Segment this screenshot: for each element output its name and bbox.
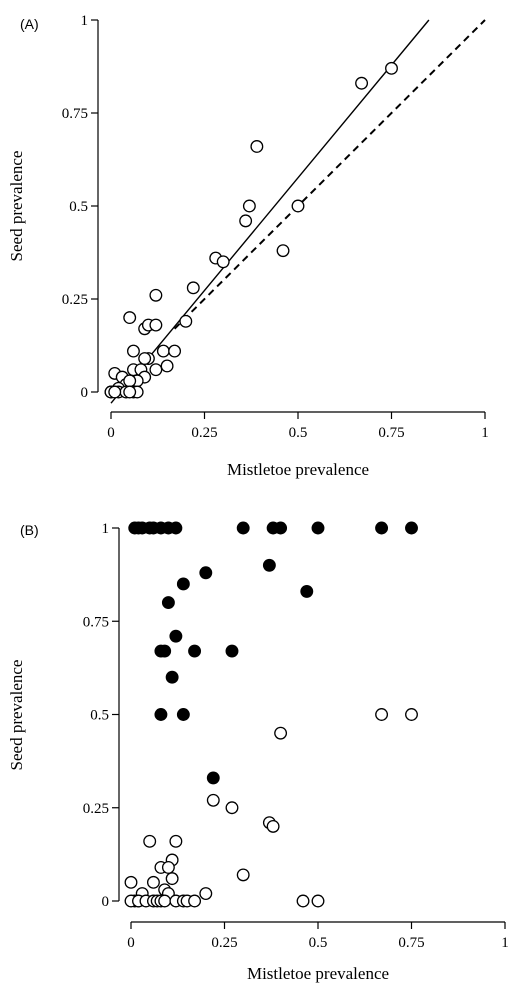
filled-data-point — [161, 596, 175, 610]
open-data-point — [108, 385, 122, 399]
open-data-point — [138, 352, 152, 365]
open-data-point — [225, 801, 239, 815]
open-data-point — [296, 894, 310, 908]
filled-data-point — [274, 521, 288, 535]
regression-line — [110, 19, 430, 404]
y-axis-title: Seed prevalence — [7, 151, 26, 262]
x-tick-label: 0.5 — [289, 425, 308, 441]
open-data-point — [375, 708, 389, 721]
open-data-point — [156, 344, 170, 358]
open-data-point — [123, 385, 137, 399]
filled-data-point — [300, 584, 314, 598]
y-tick-label: 0.75 — [62, 106, 88, 122]
open-data-point — [123, 374, 137, 388]
open-data-point — [146, 875, 160, 889]
filled-data-point — [188, 644, 202, 658]
open-data-point — [168, 344, 182, 358]
open-data-point — [165, 872, 179, 886]
x-axis-title: Mistletoe prevalence — [227, 460, 369, 479]
open-data-point — [311, 894, 325, 908]
open-data-point — [405, 708, 418, 721]
open-data-point — [161, 860, 175, 874]
x-tick-label: 0 — [127, 935, 135, 951]
filled-data-point — [169, 521, 183, 535]
open-data-point — [169, 834, 183, 848]
y-tick-label: 0.5 — [69, 199, 88, 215]
x-tick-label: 0.75 — [378, 425, 404, 441]
open-data-point — [239, 214, 253, 228]
open-data-point — [266, 819, 280, 833]
open-data-point — [199, 887, 213, 900]
y-tick-label: 0.5 — [90, 708, 109, 724]
y-tick-label: 1 — [81, 13, 89, 29]
open-data-point — [123, 311, 137, 325]
filled-data-point — [199, 566, 213, 580]
y-tick-label: 1 — [102, 521, 110, 537]
filled-data-point — [176, 577, 190, 591]
filled-data-point — [158, 644, 172, 658]
one-to-one-dashed-line — [173, 19, 486, 330]
open-data-point — [124, 875, 138, 889]
open-data-point — [236, 868, 250, 882]
filled-data-point — [154, 708, 168, 721]
filled-data-point — [176, 708, 190, 721]
open-data-point — [186, 281, 200, 295]
filled-data-point — [375, 521, 389, 535]
open-data-point — [276, 244, 290, 258]
filled-data-point — [405, 521, 418, 535]
panel-label: (B) — [20, 522, 39, 538]
filled-data-point — [225, 644, 239, 658]
open-data-point — [179, 314, 193, 328]
filled-data-point — [169, 629, 183, 643]
x-tick-label: 1 — [481, 425, 489, 441]
y-tick-label: 0 — [81, 385, 89, 401]
filled-data-point — [236, 521, 250, 535]
open-data-point — [206, 793, 220, 807]
filled-data-point — [311, 521, 325, 535]
x-tick-label: 0.25 — [191, 425, 217, 441]
open-data-point — [126, 344, 140, 358]
open-data-point — [242, 199, 256, 213]
y-tick-label: 0 — [102, 894, 110, 910]
y-axis-title: Seed prevalence — [7, 660, 26, 771]
open-data-point — [149, 318, 163, 332]
open-data-point — [143, 834, 157, 848]
open-data-point — [291, 199, 305, 213]
open-data-point — [188, 894, 202, 908]
panel-label: (A) — [20, 16, 39, 32]
open-data-point — [355, 76, 369, 90]
open-data-point — [149, 363, 163, 377]
filled-data-point — [206, 771, 220, 785]
x-tick-label: 0.5 — [309, 935, 328, 951]
panel-a: (A) 0 0.25 0.5 0.75 1 0 0.25 0.5 0.75 1 Mistletoe p… — [7, 13, 489, 479]
x-tick-label: 0.25 — [211, 935, 237, 951]
x-tick-label: 0 — [107, 425, 115, 441]
x-tick-label: 1 — [501, 935, 508, 951]
y-tick-label: 0.75 — [83, 614, 109, 630]
x-tick-label: 0.75 — [398, 935, 424, 951]
y-tick-label: 0.25 — [62, 292, 88, 308]
filled-data-point — [262, 558, 276, 572]
y-tick-label: 0.25 — [83, 801, 109, 817]
filled-data-point — [165, 670, 179, 684]
x-axis-title: Mistletoe prevalence — [247, 964, 389, 983]
open-data-point — [274, 726, 288, 740]
open-data-point — [250, 140, 264, 153]
open-data-point — [149, 288, 163, 302]
open-data-point — [160, 359, 174, 373]
open-data-point — [158, 894, 172, 908]
panel-b: (B) 0 0.25 0.5 0.75 1 0 0.25 0.5 0.75 1 Mistletoe p… — [7, 521, 508, 983]
open-data-point — [385, 61, 398, 75]
open-data-point — [216, 255, 230, 269]
